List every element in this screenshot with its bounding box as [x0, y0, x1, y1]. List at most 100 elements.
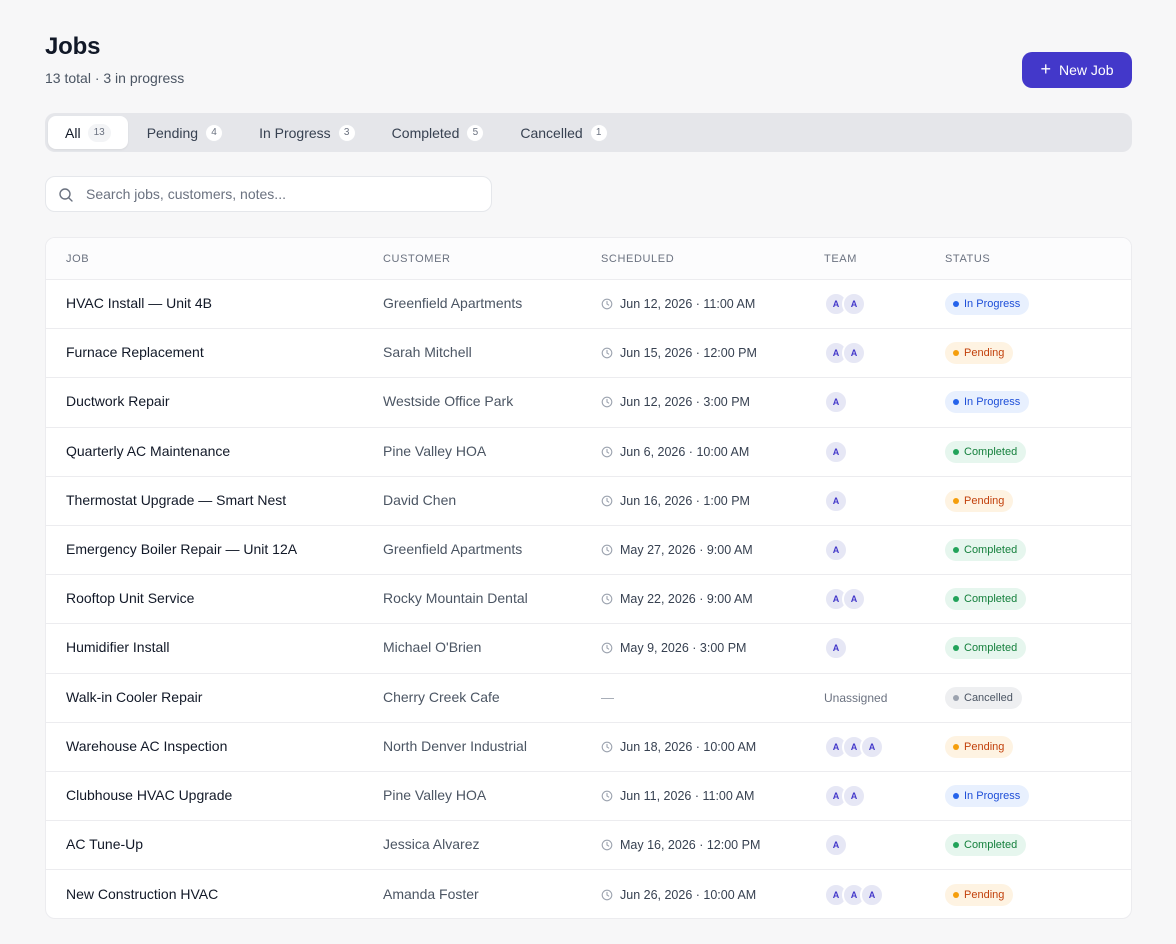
status-dot-icon [953, 301, 959, 308]
avatar[interactable]: A [842, 783, 866, 808]
status-dot-icon [953, 694, 959, 701]
column-header-status[interactable]: STATUS [945, 252, 991, 265]
clock-icon [601, 396, 613, 408]
column-header-team[interactable]: TEAM [824, 252, 857, 265]
customer-name: Amanda Foster [383, 885, 479, 902]
job-name[interactable]: Rooftop Unit Service [66, 590, 195, 607]
status-cell: Cancelled [945, 686, 1131, 709]
table-row[interactable]: Clubhouse HVAC Upgrade Pine Valley HOA Jun… [46, 772, 1131, 822]
column-header-scheduled[interactable]: SCHEDULED [601, 252, 675, 265]
job-cell: New Construction HVAC [46, 886, 383, 904]
table-row[interactable]: Humidifier Install Michael O'Brien May 9, … [46, 624, 1131, 674]
scheduled-datetime: Jun 16, 2026 · 1:00 PM [601, 494, 824, 508]
customer-name: North Denver Industrial [383, 737, 527, 754]
status-label: In Progress [964, 789, 1021, 802]
status-label: Completed [964, 642, 1018, 655]
tab-pending[interactable]: Pending 4 [130, 116, 240, 149]
table-row[interactable]: New Construction HVAC Amanda Foster Jun 26… [46, 870, 1131, 918]
table-row[interactable]: Furnace Replacement Sarah Mitchell Jun 15,… [46, 329, 1131, 379]
avatar[interactable]: A [842, 292, 866, 317]
table-row[interactable]: Emergency Boiler Repair — Unit 12A Greenf… [46, 526, 1131, 576]
customer-cell: Greenfield Apartments [383, 541, 601, 559]
avatar[interactable]: A [860, 734, 884, 759]
scheduled-text: May 16, 2026 · 12:00 PM [620, 838, 761, 853]
job-name[interactable]: Walk-in Cooler Repair [66, 688, 203, 705]
job-name[interactable]: Thermostat Upgrade — Smart Nest [66, 491, 287, 508]
table-row[interactable]: Quarterly AC Maintenance Pine Valley HOA J… [46, 428, 1131, 477]
job-name[interactable]: Humidifier Install [66, 639, 170, 656]
avatar[interactable]: A [824, 488, 848, 513]
scheduled-cell: Jun 18, 2026 · 10:00 AM [601, 740, 824, 754]
table-row[interactable]: AC Tune-Up Jessica Alvarez May 16, 2026 · … [46, 821, 1131, 871]
customer-cell: Sarah Mitchell [383, 344, 601, 362]
job-name[interactable]: Clubhouse HVAC Upgrade [66, 786, 233, 803]
customer-cell: Westside Office Park [383, 393, 601, 411]
job-name[interactable]: Emergency Boiler Repair — Unit 12A [66, 541, 298, 558]
avatar[interactable]: A [860, 882, 884, 907]
avatar[interactable]: A [824, 439, 848, 464]
scheduled-datetime: May 22, 2026 · 9:00 AM [601, 592, 824, 606]
job-name[interactable]: AC Tune-Up [66, 836, 144, 853]
tab-all[interactable]: All 13 [48, 116, 128, 149]
table-row[interactable]: Walk-in Cooler Repair Cherry Creek Cafe — U… [46, 674, 1131, 723]
avatar[interactable]: A [824, 833, 848, 858]
table-row[interactable]: Warehouse AC Inspection North Denver Indu… [46, 723, 1131, 772]
table-row[interactable]: HVAC Install — Unit 4B Greenfield Apartme… [46, 280, 1131, 330]
scheduled-text: Jun 11, 2026 · 11:00 AM [620, 788, 755, 803]
team-cell: A [824, 439, 945, 464]
status-label: Cancelled [964, 691, 1013, 704]
job-cell: Humidifier Install [46, 639, 383, 657]
status-label: Pending [964, 494, 1005, 507]
scheduled-cell: Jun 26, 2026 · 10:00 AM [601, 888, 824, 902]
job-name[interactable]: New Construction HVAC [66, 885, 219, 902]
status-dot-icon [953, 645, 959, 652]
table-row[interactable]: Rooftop Unit Service Rocky Mountain Denta… [46, 575, 1131, 625]
team-cell: A [824, 488, 945, 513]
tab-in-progress[interactable]: In Progress 3 [242, 116, 373, 149]
avatar[interactable]: A [842, 341, 866, 366]
tab-completed[interactable]: Completed 5 [375, 116, 502, 149]
status-cell: In Progress [945, 293, 1131, 316]
table-row[interactable]: Thermostat Upgrade — Smart Nest David Che… [46, 477, 1131, 526]
job-name[interactable]: Furnace Replacement [66, 344, 204, 361]
scheduled-text: May 9, 2026 · 3:00 PM [620, 641, 747, 656]
scheduled-datetime: Jun 12, 2026 · 11:00 AM [601, 297, 824, 311]
scheduled-cell: May 22, 2026 · 9:00 AM [601, 592, 824, 606]
avatar[interactable]: A [824, 390, 848, 415]
job-name[interactable]: HVAC Install — Unit 4B [66, 295, 213, 312]
tab-cancelled[interactable]: Cancelled 1 [503, 116, 624, 149]
table-row[interactable]: Ductwork Repair Westside Office Park Jun 1… [46, 378, 1131, 428]
team-cell: Unassigned [824, 689, 945, 707]
avatar[interactable]: A [824, 636, 848, 661]
job-name[interactable]: Quarterly AC Maintenance [66, 442, 231, 459]
customer-cell: Rocky Mountain Dental [383, 590, 601, 608]
avatar[interactable]: A [842, 587, 866, 612]
job-name[interactable]: Ductwork Repair [66, 393, 170, 410]
job-cell: Rooftop Unit Service [46, 590, 383, 608]
status-dot-icon [953, 596, 959, 603]
scheduled-datetime: May 27, 2026 · 9:00 AM [601, 543, 824, 557]
avatar[interactable]: A [824, 538, 848, 563]
new-job-button-label: New Job [1059, 62, 1114, 78]
scheduled-cell: May 27, 2026 · 9:00 AM [601, 543, 824, 557]
status-badge: Pending [945, 342, 1014, 365]
customer-cell: Pine Valley HOA [383, 787, 601, 805]
unassigned-label: Unassigned [824, 690, 888, 705]
column-header-customer[interactable]: CUSTOMER [383, 252, 451, 265]
column-header-job[interactable]: JOB [66, 252, 90, 265]
customer-cell: North Denver Industrial [383, 738, 601, 756]
job-name[interactable]: Warehouse AC Inspection [66, 737, 228, 754]
new-job-button[interactable]: + New Job [1022, 52, 1132, 88]
tab-count-badge: 1 [589, 123, 608, 142]
search-input[interactable] [86, 177, 486, 211]
status-dot-icon [953, 497, 959, 504]
scheduled-datetime: Jun 6, 2026 · 10:00 AM [601, 445, 824, 459]
status-dot-icon [953, 743, 959, 750]
customer-name: Westside Office Park [383, 393, 514, 410]
